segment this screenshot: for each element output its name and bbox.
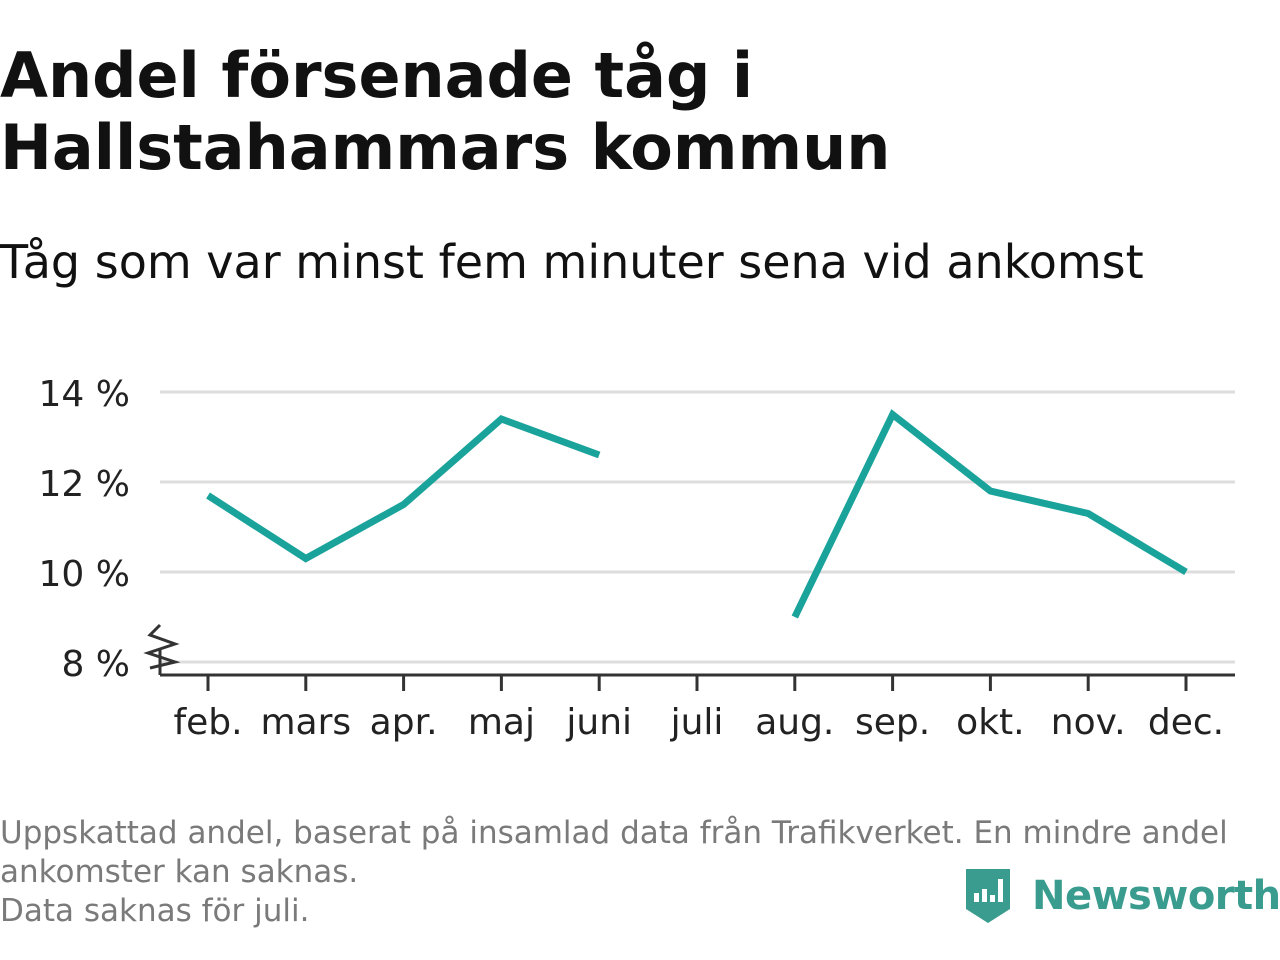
x-tick-label: apr. bbox=[370, 702, 438, 743]
x-axis bbox=[158, 650, 1235, 691]
series-lines bbox=[206, 409, 1188, 619]
y-tick-label: 10 % bbox=[39, 554, 130, 595]
x-tick-label: mars bbox=[260, 702, 351, 743]
footnote-line-2: ankomster kan saknas. bbox=[0, 854, 359, 890]
axis-break-zigzag bbox=[143, 623, 181, 670]
newsworthy-logo-icon bbox=[966, 869, 1010, 923]
chart-title: Andel försenade tåg i Hallstahammars kom… bbox=[0, 39, 891, 184]
x-axis-tick-labels: feb. mars apr. maj juni juli aug. sep. okt. nov. d… bbox=[173, 702, 1224, 743]
x-tick-label: juni bbox=[565, 702, 632, 743]
brand-name: Newsworthy bbox=[1032, 873, 1280, 919]
y-tick-label: 12 % bbox=[39, 464, 130, 505]
x-tick-label: aug. bbox=[755, 702, 834, 743]
x-tick-label: juli bbox=[670, 702, 724, 743]
y-axis-tick-labels: 8 % 10 % 12 % 14 % bbox=[39, 374, 130, 685]
series-line-segment bbox=[206, 414, 601, 563]
x-tick-label: dec. bbox=[1148, 702, 1224, 743]
axis-break-mark bbox=[143, 623, 181, 670]
x-tick-label: sep. bbox=[855, 702, 930, 743]
x-tick-label: nov. bbox=[1051, 702, 1126, 743]
grid-lines bbox=[160, 390, 1235, 664]
series-line-segment bbox=[791, 409, 1188, 619]
y-tick-label: 8 % bbox=[61, 644, 130, 685]
footnote: Uppskattad andel, baserat på insamlad da… bbox=[0, 814, 1270, 931]
y-tick-label: 14 % bbox=[39, 374, 130, 415]
footnote-line-3: Data saknas för juli. bbox=[0, 893, 310, 929]
x-tick-label: maj bbox=[468, 702, 535, 743]
x-tick-label: okt. bbox=[956, 702, 1024, 743]
line-chart: 8 % 10 % 12 % 14 % feb. mars apr. maj juni juli a… bbox=[39, 374, 1235, 743]
footnote-line-1: Uppskattad andel, baserat på insamlad da… bbox=[0, 815, 1228, 851]
chart-subtitle: Tåg som var minst fem minuter sena vid a… bbox=[0, 235, 1144, 289]
x-tick-label: feb. bbox=[173, 702, 242, 743]
brand-logo: Newsworthy bbox=[962, 864, 1280, 928]
